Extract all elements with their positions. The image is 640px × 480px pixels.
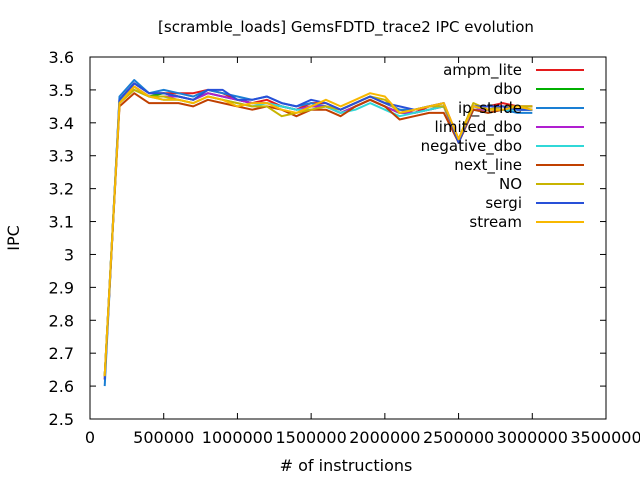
y-tick-label: 2.5 bbox=[49, 410, 74, 429]
y-tick-label: 2.6 bbox=[49, 377, 74, 396]
x-tick-label: 500000 bbox=[133, 428, 194, 447]
series-line-sergi bbox=[103, 82, 533, 380]
y-tick-label: 3.2 bbox=[49, 180, 74, 199]
y-tick-label: 3.3 bbox=[49, 147, 74, 166]
x-tick-label: 3000000 bbox=[497, 428, 568, 447]
legend-label: dbo bbox=[494, 80, 522, 98]
x-axis-title: # of instructions bbox=[280, 456, 413, 475]
series-line-stream bbox=[103, 85, 533, 377]
y-tick-label: 3.4 bbox=[49, 114, 74, 133]
legend-label: sergi bbox=[485, 194, 522, 212]
x-axis: 0 500000 1000000 1500000 2000000 2500000 30000… bbox=[85, 57, 640, 447]
legend: ampm_litedboip_stridelimited_dbonegative… bbox=[421, 61, 584, 231]
plot-frame bbox=[89, 56, 607, 420]
x-tick-label: 0 bbox=[85, 428, 95, 447]
y-tick-label: 2.9 bbox=[49, 278, 74, 297]
y-tick-label: 3.5 bbox=[49, 81, 74, 100]
x-tick-label: 2000000 bbox=[349, 428, 420, 447]
legend-label: NO bbox=[499, 175, 522, 193]
x-tick-label: 3500000 bbox=[570, 428, 640, 447]
chart-title: [scramble_loads] GemsFDTD_trace2 IPC evo… bbox=[158, 18, 534, 37]
y-tick-label: 3.6 bbox=[49, 48, 74, 67]
y-tick-label: 2.7 bbox=[49, 344, 74, 363]
x-tick-label: 2500000 bbox=[423, 428, 494, 447]
legend-label: limited_dbo bbox=[435, 118, 522, 137]
legend-label: ampm_lite bbox=[443, 61, 522, 80]
y-tick-label: 3 bbox=[64, 245, 74, 264]
legend-label: next_line bbox=[454, 156, 522, 175]
series-lines bbox=[103, 79, 533, 387]
y-axis: 2.5 2.6 2.7 2.8 2.9 3 3.1 3.2 3.3 3.4 3.5 3.6 bbox=[49, 48, 606, 429]
y-tick-label: 3.1 bbox=[49, 213, 74, 232]
x-tick-label: 1000000 bbox=[202, 428, 273, 447]
y-axis-title: IPC bbox=[4, 225, 23, 251]
x-tick-label: 1500000 bbox=[276, 428, 347, 447]
legend-label: negative_dbo bbox=[421, 137, 522, 156]
y-tick-label: 2.8 bbox=[49, 311, 74, 330]
legend-label: stream bbox=[469, 213, 522, 231]
legend-label: ip_stride bbox=[458, 99, 522, 118]
